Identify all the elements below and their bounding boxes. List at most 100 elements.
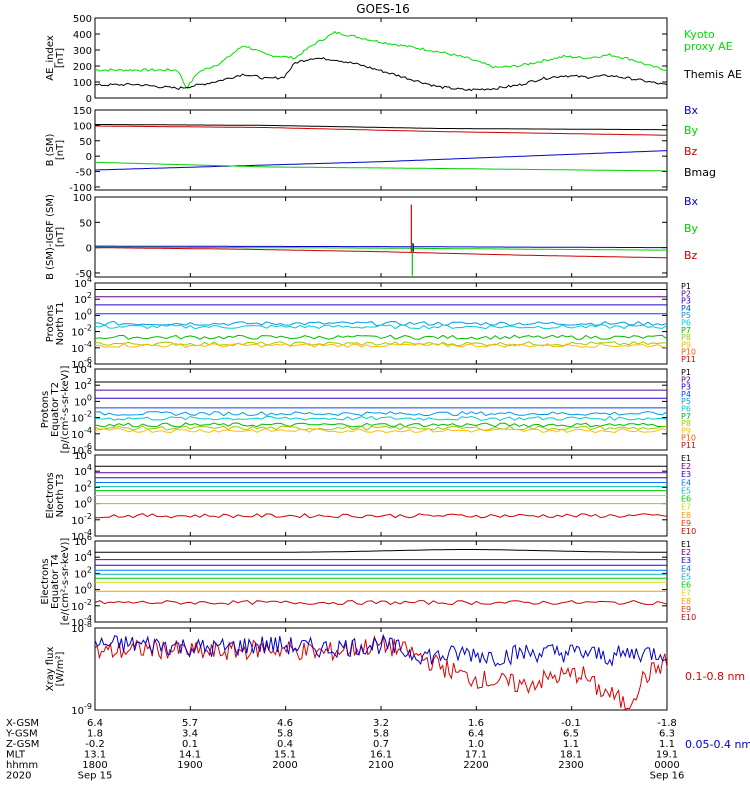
- channel-label-e5: E5: [681, 486, 691, 495]
- ephem-value: 18.1: [560, 750, 582, 761]
- channel-label-p10: P10: [681, 434, 696, 443]
- ephem-value: 4.6: [277, 718, 293, 729]
- y-tick-label: 10-2: [71, 512, 92, 527]
- y-axis-label-line: [e/(cm²-s-sr-keV)]: [60, 538, 71, 626]
- y-tick-label: 50: [79, 137, 92, 148]
- y-tick-label: 0: [86, 152, 92, 163]
- y-axis-label: Xray flux [W/m²]: [45, 647, 66, 692]
- channel-p6: [94, 415, 668, 421]
- legend-bz: Bz: [684, 249, 698, 262]
- channel-label-p2: P2: [681, 375, 691, 384]
- ephem-value: 0.1: [182, 739, 198, 750]
- panel-frame: [94, 109, 668, 191]
- legend-by: By: [684, 222, 699, 235]
- ephem-value: 0000: [654, 760, 679, 771]
- channel-label-p6: P6: [681, 319, 691, 328]
- y-tick-label: 102: [74, 377, 92, 392]
- y-tick-label: 0: [86, 244, 92, 255]
- y-tick-label: 10-4: [71, 340, 92, 355]
- channel-label-e7: E7: [681, 589, 691, 598]
- channel-label-p7: P7: [681, 326, 691, 335]
- ephem-value: -0.2: [85, 739, 105, 750]
- ephem-value: 3.2: [373, 718, 389, 729]
- ephem-row-label: X-GSM: [6, 718, 39, 729]
- channel-label-p8: P8: [681, 419, 691, 428]
- ephem-value: Sep 15: [78, 771, 113, 782]
- y-tick-label: 0: [86, 94, 92, 105]
- y-axis-label-line: B (SM): [45, 133, 56, 166]
- channel-label-e9: E9: [681, 519, 691, 528]
- y-axis-label-line: B (SM)-IGRF (SM): [45, 194, 56, 280]
- channel-label-p6: P6: [681, 405, 691, 414]
- legend-kyoto-proxy-ae: proxy AE: [684, 40, 733, 53]
- channel-label-p2: P2: [681, 289, 691, 298]
- channel-e10: [94, 513, 668, 519]
- y-tick-label: 104: [74, 549, 92, 564]
- y-axis-label-line: [nT]: [55, 140, 66, 160]
- ephem-value: 16.1: [370, 750, 392, 761]
- y-axis-label: Electrons North T3: [45, 472, 66, 518]
- y-tick-label: 100: [74, 496, 92, 511]
- ephem-value: 15.1: [274, 750, 296, 761]
- ephem-value: 1.6: [468, 718, 484, 729]
- legend-themis-ae: Themis AE: [683, 68, 742, 81]
- channel-label-e1: E1: [681, 454, 691, 463]
- ephem-value: 0.7: [373, 739, 389, 750]
- ephem-value: 6.3: [659, 729, 675, 740]
- channel-label-p5: P5: [681, 397, 691, 406]
- y-tick-label: -50: [76, 269, 92, 280]
- channel-label-p3: P3: [681, 297, 691, 306]
- y-axis-label: Electrons Equator T4 [e/(cm²-s-sr-keV)]: [40, 538, 71, 626]
- y-axis-label-line: [W/m²]: [55, 651, 66, 686]
- y-axis-label-line: Protons: [45, 305, 56, 342]
- y-tick-label: -50: [76, 168, 92, 179]
- y-axis-label-line: North T1: [55, 302, 66, 346]
- channel-e1: [95, 549, 667, 553]
- series-bmag: [95, 124, 667, 131]
- y-tick-label: 100: [74, 393, 92, 408]
- y-tick-label: 100: [74, 582, 92, 597]
- y-tick-label: 500: [73, 14, 92, 25]
- channel-label-e3: E3: [681, 556, 691, 565]
- channel-p9: [94, 342, 668, 348]
- channel-label-p8: P8: [681, 333, 691, 342]
- y-tick-label: 100: [74, 307, 92, 322]
- ephem-row-label: Y-GSM: [5, 729, 38, 740]
- channel-label-e6: E6: [681, 581, 691, 590]
- y-axis-label: Protons Equator T2 [p/(cm²-s-sr-keV)]: [40, 366, 71, 454]
- ephem-value: 14.1: [179, 750, 201, 761]
- ephem-value: 19.1: [656, 750, 678, 761]
- channel-label-p1: P1: [681, 368, 691, 377]
- ephem-value: 3.4: [182, 729, 198, 740]
- channel-p7: [94, 334, 668, 340]
- legend-bz: Bz: [684, 145, 698, 158]
- y-tick-label: 102: [74, 291, 92, 306]
- channel-label-p11: P11: [681, 355, 696, 364]
- ephem-value: 13.1: [84, 750, 106, 761]
- y-tick-label: 10-2: [71, 324, 92, 339]
- channel-label-p9: P9: [681, 340, 691, 349]
- y-tick-label: 400: [73, 30, 92, 41]
- legend-bx: Bx: [684, 104, 699, 117]
- channel-label-e3: E3: [681, 470, 691, 479]
- channel-label-e4: E4: [681, 478, 691, 487]
- channel-label-e7: E7: [681, 503, 691, 512]
- channel-label-p7: P7: [681, 412, 691, 421]
- channel-label-e8: E8: [681, 597, 691, 606]
- y-tick-label: 100: [73, 78, 92, 89]
- y-tick-label: 10-4: [71, 426, 92, 441]
- channel-label-p10: P10: [681, 348, 696, 357]
- channel-label-p4: P4: [681, 304, 691, 313]
- channel-p8: [94, 425, 667, 431]
- channel-label-e10: E10: [681, 613, 696, 622]
- legend-by: By: [684, 124, 699, 137]
- channel-e10: [94, 599, 668, 606]
- ephem-value: 2000: [272, 760, 297, 771]
- panel-frame: [94, 540, 668, 623]
- y-axis-label-line: [p/(cm²-s-sr-keV)]: [60, 366, 71, 454]
- y-tick-label: 50: [79, 218, 92, 229]
- ephem-value: 2300: [558, 760, 583, 771]
